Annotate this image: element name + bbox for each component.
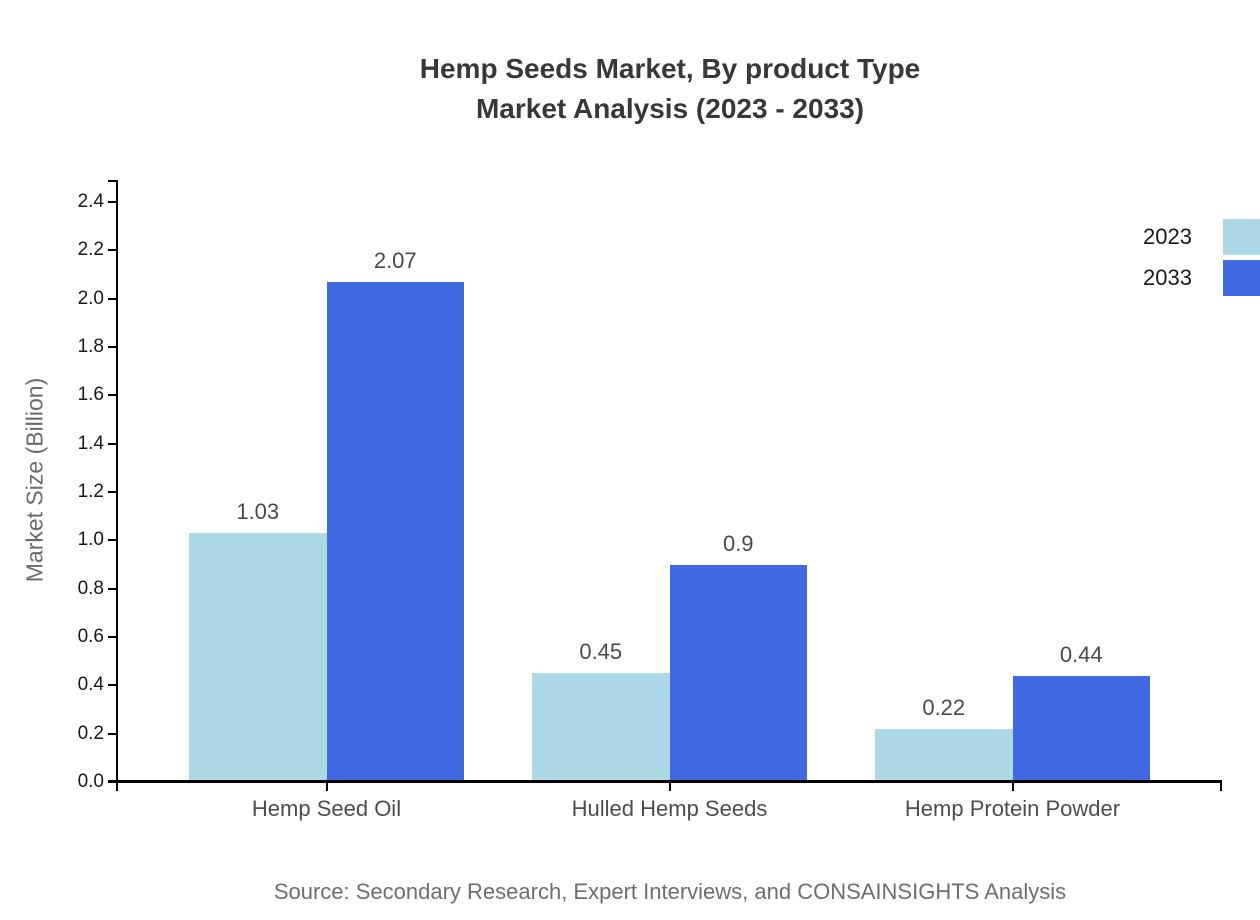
bar-2033-hulled-hemp-seeds[interactable] [669,564,807,782]
category-label-hulled-hemp-seeds: Hulled Hemp Seeds [571,796,768,821]
bar-2023-hemp-protein-powder[interactable] [875,728,1013,782]
chart-title-line1: Hemp Seeds Market, By product Type [419,53,921,84]
y-tick [108,636,116,638]
legend-swatch-2033 [1223,260,1260,296]
category-label-hemp-seed-oil: Hemp Seed Oil [251,796,402,821]
y-tick-label: 1.0 [77,529,104,551]
value-label-2023-hulled-hemp-seeds: 0.45 [579,639,623,665]
bar-2033-hemp-seed-oil[interactable] [326,281,464,782]
y-tick [108,587,116,590]
chart-title-line2: Market Analysis (2023 - 2033) [475,93,865,124]
y-tick [108,201,116,203]
value-label-2033-hemp-seed-oil: 2.07 [373,247,417,273]
value-label-2033-hulled-hemp-seeds: 0.9 [722,530,754,556]
y-tick-label: 0.2 [77,722,104,744]
y-tick [108,732,116,735]
y-tick-label: 2.4 [77,191,104,212]
value-label-2033-hemp-protein-powder: 0.44 [1059,641,1103,667]
x-tick [1011,782,1014,791]
legend-item-2033[interactable]: 2033 [1143,260,1260,296]
x-tick [668,782,671,791]
y-tick [108,297,116,300]
x-axis-right-cap [1220,780,1222,791]
y-tick [108,491,116,493]
y-tick [108,684,116,687]
source-attribution: Source: Secondary Research, Expert Inter… [273,879,1067,904]
legend-label: 2023 [1143,224,1192,249]
y-tick [108,394,116,397]
y-axis-line [116,180,118,791]
y-tick [108,539,116,542]
value-label-2023-hemp-protein-powder: 0.22 [922,694,966,720]
y-tick-label: 1.2 [77,481,104,502]
value-label-2023-hemp-seed-oil: 1.03 [236,499,280,525]
chart-title: Hemp Seeds Market, By product Type Marke… [118,49,1222,129]
y-tick-label: 2.0 [77,287,104,309]
x-axis-line [108,780,1222,783]
y-tick [108,346,116,348]
y-tick-label: 0.4 [77,674,104,696]
y-tick [108,249,116,252]
y-tick-label: 0.6 [77,626,104,647]
y-tick-label: 2.2 [77,239,104,261]
y-tick-label: 1.8 [77,336,104,357]
y-axis-top-cap [108,180,118,182]
bar-2033-hemp-protein-powder[interactable] [1012,675,1150,782]
category-label-hemp-protein-powder: Hemp Protein Powder [904,796,1121,821]
y-tick-label: 0.0 [77,771,104,792]
legend: 2023 2033 [1143,219,1260,301]
y-tick [108,781,116,783]
y-tick-label: 1.6 [77,384,104,406]
legend-label: 2033 [1143,265,1192,290]
y-tick [108,442,116,445]
x-tick [325,782,328,791]
y-tick-label: 1.4 [77,432,104,454]
bar-2023-hemp-seed-oil[interactable] [189,533,327,782]
legend-swatch-2023 [1223,219,1260,255]
bar-2023-hulled-hemp-seeds[interactable] [532,673,670,782]
legend-item-2023[interactable]: 2023 [1143,219,1260,255]
y-tick-label: 0.8 [77,577,104,599]
